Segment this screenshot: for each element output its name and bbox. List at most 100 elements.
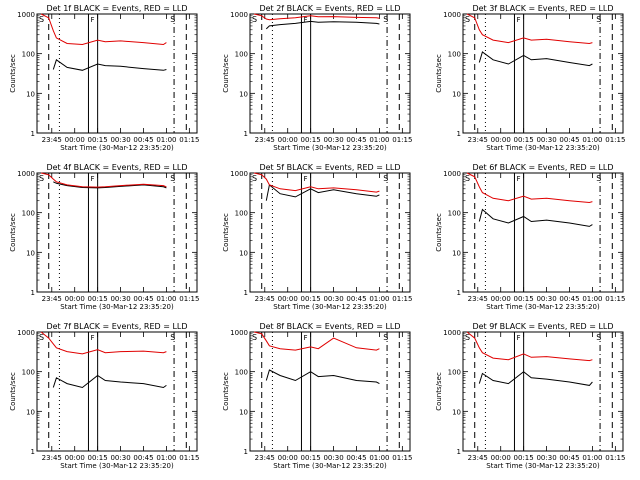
- x-tick-label: 01:00: [369, 454, 389, 462]
- x-tick-label: 01:00: [156, 454, 176, 462]
- x-tick-label: 23:45: [42, 136, 62, 144]
- x-tick-label: 00:00: [491, 454, 511, 462]
- y-tick-label: 1000: [17, 329, 35, 337]
- y-tick-label: 1000: [17, 11, 35, 19]
- corner-label: S: [596, 174, 601, 183]
- y-tick-label: 100: [235, 51, 248, 59]
- x-tick-label: 01:00: [369, 136, 389, 144]
- mid-label: F: [303, 175, 307, 183]
- y-axis-label: Counts/sec: [9, 54, 17, 93]
- panel-4: Det 4f BLACK = Events, RED = LLD 1 10 100 10…: [9, 163, 199, 311]
- x-tick-label: 23:45: [42, 454, 62, 462]
- chart-title: Det 2f BLACK = Events, RED = LLD: [259, 4, 400, 13]
- x-tick-label: 00:15: [88, 295, 108, 303]
- x-tick-label: 23:45: [468, 454, 488, 462]
- x-tick-label: 00:45: [133, 295, 153, 303]
- axes-frame: [36, 331, 198, 452]
- x-tick-label: 00:30: [536, 295, 556, 303]
- series-line-events: [478, 208, 593, 227]
- mid-label: F: [303, 334, 307, 342]
- series-line-events: [478, 371, 593, 386]
- x-tick-label: 01:15: [179, 454, 199, 462]
- corner-label: S: [39, 15, 44, 24]
- x-tick-label: 23:45: [468, 295, 488, 303]
- x-tick-label: 00:00: [65, 136, 85, 144]
- x-tick-label: 00:15: [301, 136, 321, 144]
- x-tick-label: 00:30: [536, 454, 556, 462]
- panel-8: Det 8f BLACK = Events, RED = LLD 1 10 100 10…: [222, 322, 412, 470]
- corner-label: S: [383, 174, 388, 183]
- x-axis-label: Start Time (30-Mar-12 23:35:20): [273, 303, 387, 311]
- y-axis-label: Counts/sec: [435, 213, 443, 252]
- panel-5: Det 5f BLACK = Events, RED = LLD 1 10 100 10…: [222, 163, 412, 311]
- series-line-lld: [466, 13, 593, 45]
- y-tick-label: 1: [244, 130, 248, 138]
- y-tick-label: 1: [457, 130, 461, 138]
- x-tick-label: 01:00: [156, 295, 176, 303]
- y-tick-label: 1000: [230, 170, 248, 178]
- y-axis-label: Counts/sec: [9, 372, 17, 411]
- series-line-lld: [253, 13, 380, 21]
- panel-3: Det 3f BLACK = Events, RED = LLD 1 10 100 10…: [435, 4, 625, 152]
- y-tick-label: 10: [452, 90, 461, 98]
- mid-label: F: [90, 175, 94, 183]
- x-tick-label: 00:45: [346, 454, 366, 462]
- series-line-events: [265, 20, 380, 30]
- mid-label: F: [516, 334, 520, 342]
- corner-label: S: [252, 15, 257, 24]
- x-tick-label: 01:00: [582, 295, 602, 303]
- x-tick-label: 00:45: [346, 136, 366, 144]
- axes-frame: [462, 331, 624, 452]
- x-tick-label: 00:00: [65, 454, 85, 462]
- x-tick-label: 00:15: [301, 454, 321, 462]
- axes-frame: [249, 13, 411, 134]
- series-line-lld: [253, 331, 380, 351]
- series-line-events: [265, 369, 380, 385]
- axes-frame: [462, 172, 624, 293]
- y-tick-label: 1000: [443, 11, 461, 19]
- series-line-lld: [40, 331, 167, 355]
- x-axis-label: Start Time (30-Mar-12 23:35:20): [486, 144, 600, 152]
- corner-label: S: [252, 174, 257, 183]
- x-tick-label: 01:00: [582, 454, 602, 462]
- series-line-lld: [466, 331, 593, 362]
- y-axis-label: Counts/sec: [222, 54, 230, 93]
- x-tick-label: 00:45: [559, 295, 579, 303]
- corner-label: S: [465, 174, 470, 183]
- corner-label: S: [383, 15, 388, 24]
- series-line-lld: [466, 172, 593, 204]
- panel-1: Det 1f BLACK = Events, RED = LLD 1 10 100 10…: [9, 4, 199, 152]
- panel-7: Det 7f BLACK = Events, RED = LLD 1 10 100 10…: [9, 322, 199, 470]
- corner-label: S: [39, 333, 44, 342]
- x-tick-label: 00:00: [278, 454, 298, 462]
- panel-6: Det 6f BLACK = Events, RED = LLD 1 10 100 10…: [435, 163, 625, 311]
- axes-frame: [462, 13, 624, 134]
- x-tick-label: 01:00: [369, 295, 389, 303]
- y-tick-label: 1: [457, 289, 461, 297]
- y-tick-label: 1: [457, 448, 461, 456]
- axes-frame: [249, 172, 411, 293]
- x-tick-label: 01:15: [605, 454, 625, 462]
- corner-label: S: [170, 15, 175, 24]
- mid-label: F: [303, 16, 307, 24]
- x-tick-label: 00:45: [559, 454, 579, 462]
- series-line-events: [478, 51, 593, 67]
- y-tick-label: 10: [26, 408, 35, 416]
- x-axis-label: Start Time (30-Mar-12 23:35:20): [60, 303, 174, 311]
- x-axis-label: Start Time (30-Mar-12 23:35:20): [60, 144, 174, 152]
- x-tick-label: 00:30: [323, 136, 343, 144]
- chart-title: Det 6f BLACK = Events, RED = LLD: [472, 163, 613, 172]
- corner-label: S: [465, 15, 470, 24]
- x-axis-label: Start Time (30-Mar-12 23:35:20): [273, 462, 387, 470]
- y-tick-label: 100: [22, 51, 35, 59]
- x-axis-label: Start Time (30-Mar-12 23:35:20): [60, 462, 174, 470]
- y-tick-label: 100: [448, 51, 461, 59]
- x-tick-label: 00:00: [65, 295, 85, 303]
- y-axis-label: Counts/sec: [222, 213, 230, 252]
- panel-2: Det 2f BLACK = Events, RED = LLD 1 10 100 10…: [222, 4, 412, 152]
- y-tick-label: 100: [235, 369, 248, 377]
- axes-frame: [36, 172, 198, 293]
- x-tick-label: 00:00: [278, 295, 298, 303]
- x-tick-label: 01:15: [179, 295, 199, 303]
- y-axis-label: Counts/sec: [435, 54, 443, 93]
